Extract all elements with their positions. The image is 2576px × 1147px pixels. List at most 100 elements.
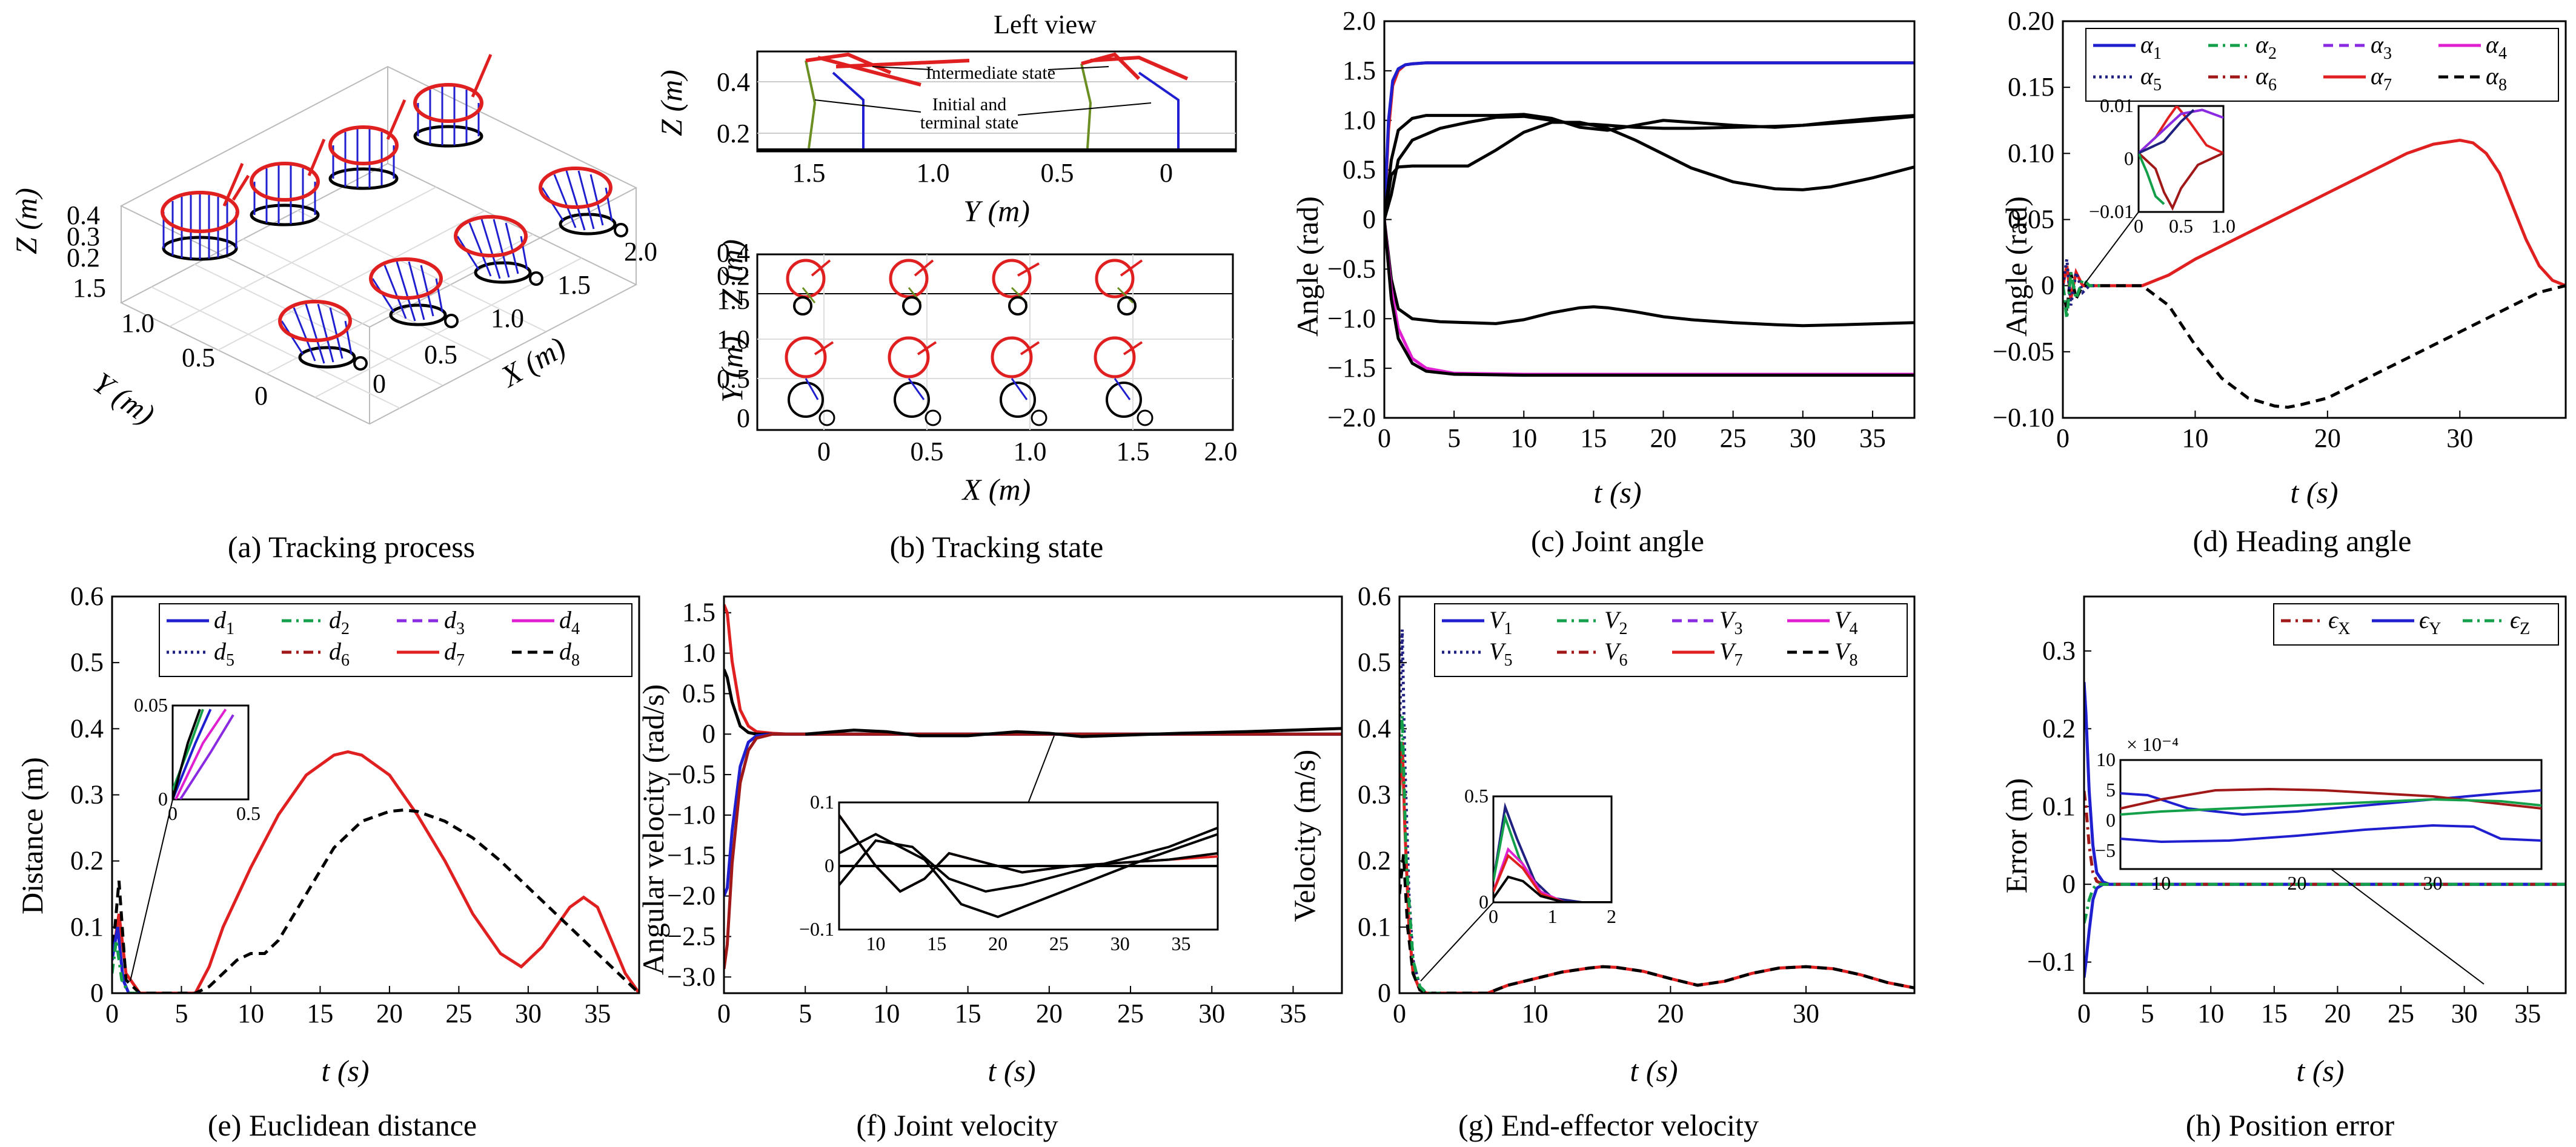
legend-sub: 2 [1619, 620, 1627, 638]
legend-sub: 7 [1734, 651, 1742, 670]
a-ytick-0.5: 0.5 [182, 343, 215, 372]
a-xlabel: X (m) [494, 330, 571, 394]
inset-xtick: 1.0 [2211, 215, 2236, 237]
caption-e: (e) Euclidean distance [208, 1108, 477, 1142]
inset-series-h-2 [2120, 824, 2541, 844]
inset-arrow [1027, 735, 1055, 803]
panel-f: 0 5 10 15 20 25 30 35 −3.0 −2.5 −2.0 −1.5 −1.0 −0.5 0 0… [667, 595, 1343, 1028]
inset-frame [2137, 105, 2225, 213]
caption-b: (b) Tracking state [890, 530, 1104, 564]
legend-sub: 6 [1619, 651, 1627, 670]
inset-series-e-5 [173, 709, 201, 799]
series-g-2 [1399, 742, 1914, 993]
xtick-label: 10 [2197, 999, 2224, 1028]
caption-g: (g) End-effector velocity [1458, 1108, 1759, 1142]
series-f-1 [724, 604, 1342, 736]
legend-sub: 2 [341, 620, 350, 638]
series-e-1 [112, 750, 639, 993]
f-xlabel: t (s) [988, 1054, 1035, 1088]
xtick-label: 20 [2314, 423, 2341, 453]
axes-frame [1383, 20, 1916, 419]
series-g-4 [1399, 715, 1441, 993]
ytick-label: 0.05 [2008, 205, 2054, 234]
xtick-label: 0 [2056, 423, 2070, 453]
b-top-ytick-0.2: 0.2 [717, 119, 750, 148]
xtick-label: 0 [1393, 999, 1406, 1028]
ytick-label: −0.10 [1993, 403, 2054, 432]
ytick-label: 1.5 [682, 598, 715, 627]
ytick-label: 0.3 [1358, 780, 1391, 810]
f-ylabel: Angular velocity (rad/s) [636, 684, 670, 975]
ytick-label: 1.0 [682, 638, 715, 668]
series-c-5 [1384, 114, 1914, 220]
panel-a-trajectories [161, 54, 628, 371]
inset-xtick: 20 [988, 933, 1007, 954]
legend-sub: 3 [2383, 44, 2392, 63]
xtick-label: 10 [237, 999, 264, 1028]
b-bot-xtick-1.0: 1.0 [1014, 437, 1047, 466]
legend-label: α4 [2486, 31, 2507, 63]
ytick-label: −2.0 [667, 881, 715, 911]
inset-xtick: 10 [866, 933, 885, 954]
ytick-label: −0.5 [667, 759, 715, 789]
series-c-8 [1384, 219, 1914, 377]
inset-ytick: 0 [1479, 891, 1489, 913]
series-c-2 [1384, 61, 1914, 220]
axes-frame [723, 595, 1343, 994]
legend-sub: 8 [571, 651, 580, 670]
xtick-label: 10 [873, 999, 900, 1028]
b-bot-ytick-1.5: 1.5 [717, 285, 750, 315]
legend-box [2085, 28, 2559, 102]
xtick-label: 0 [1378, 423, 1391, 453]
ytick-label: 0.5 [70, 647, 104, 677]
inset-arrow [2083, 211, 2139, 285]
loop-3 [328, 99, 407, 190]
xtick-label: 30 [2451, 999, 2478, 1028]
h-ylabel: Error (m) [1999, 778, 2033, 893]
legend-box [159, 603, 632, 677]
axes-frame [111, 595, 640, 994]
xtick-label: 30 [2446, 423, 2473, 453]
inset-series-g-4 [1493, 853, 1612, 902]
ytick-label: 0.2 [2042, 713, 2076, 743]
legend-sub: 1 [226, 620, 234, 638]
legend-sub: 7 [456, 651, 465, 670]
xtick-label: 15 [2261, 999, 2288, 1028]
inset-series-d-3 [2139, 108, 2223, 154]
ytick-label: 0.5 [682, 678, 715, 708]
xtick-label: 25 [1720, 423, 1747, 453]
inset-ytick: 0.01 [2100, 94, 2134, 116]
inset-series-d-5 [2139, 109, 2195, 154]
d-xlabel: t (s) [2290, 475, 2338, 509]
xtick-label: 15 [307, 999, 333, 1028]
xtick-label: 20 [1650, 423, 1677, 453]
legend-sub: 4 [571, 620, 580, 638]
axes-frame [2083, 595, 2567, 994]
series-f-2 [724, 669, 1342, 736]
legend-sub: 5 [2153, 76, 2162, 94]
xtick-label: 25 [1117, 999, 1144, 1028]
caption-d: (d) Heading angle [2193, 524, 2412, 558]
series-c-1 [1384, 61, 1914, 220]
xtick-label: 30 [1793, 999, 1819, 1028]
a-xtick-1.0: 1.0 [491, 303, 524, 333]
ytick-label: 0.3 [70, 780, 104, 810]
legend-label: V5 [1489, 638, 1512, 670]
xtick-label: 25 [445, 999, 472, 1028]
b-top-xtick-0.5: 0.5 [1041, 158, 1074, 188]
inset-ytick: 0 [825, 854, 834, 876]
xtick-label: 35 [2514, 999, 2541, 1028]
ytick-label: 0.5 [1343, 155, 1376, 185]
ytick-label: −0.5 [1327, 254, 1376, 283]
ytick-label: −1.5 [1327, 353, 1376, 383]
xtick-label: 15 [1580, 423, 1607, 453]
ytick-label: −1.0 [667, 800, 715, 830]
a-ytick-0: 0 [254, 381, 268, 411]
inset-ytick: −0.01 [2089, 200, 2134, 222]
inset-xtick: 0 [2134, 215, 2143, 237]
ytick-label: −2.5 [667, 921, 715, 951]
legend-sub: 6 [341, 651, 350, 670]
e-xlabel: t (s) [321, 1054, 369, 1088]
